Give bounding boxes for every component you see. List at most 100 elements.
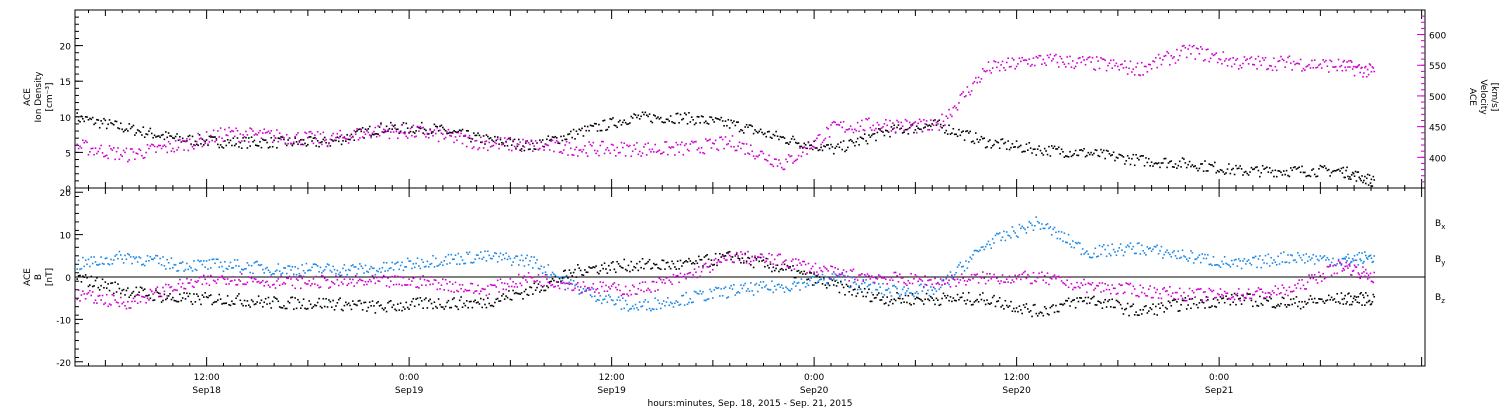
data-point-1-1: [252, 272, 254, 275]
data-point-0-1: [1365, 75, 1368, 78]
data-point-1-2: [650, 291, 652, 293]
data-point-0-1: [589, 143, 592, 146]
data-point-0-0: [599, 129, 602, 132]
data-point-1-2: [368, 278, 371, 281]
data-point-0-0: [700, 115, 703, 117]
data-point-0-1: [706, 140, 709, 142]
data-point-0-1: [498, 147, 500, 150]
data-point-1-1: [598, 299, 600, 301]
data-point-1-1: [292, 273, 295, 276]
data-point-1-0: [129, 294, 132, 297]
data-point-1-1: [506, 258, 509, 261]
data-point-0-1: [744, 153, 746, 155]
data-point-1-2: [1043, 275, 1046, 277]
data-point-1-0: [118, 287, 121, 290]
data-point-1-1: [390, 267, 392, 269]
data-point-0-1: [121, 155, 124, 158]
data-point-1-1: [172, 266, 174, 269]
data-point-0-1: [705, 138, 707, 140]
data-point-1-2: [683, 273, 686, 276]
data-point-0-0: [135, 132, 138, 134]
data-point-0-1: [1211, 53, 1213, 55]
data-point-1-0: [589, 267, 592, 269]
data-point-1-1: [727, 296, 730, 298]
data-point-1-1: [437, 264, 440, 267]
data-point-0-0: [228, 141, 230, 144]
data-point-1-0: [300, 307, 302, 309]
data-point-0-1: [682, 153, 685, 156]
data-point-0-0: [928, 124, 931, 127]
data-point-1-0: [572, 271, 575, 274]
data-point-1-0: [239, 299, 242, 302]
data-point-1-2: [1195, 288, 1198, 291]
data-point-1-1: [703, 299, 706, 302]
data-point-0-0: [679, 113, 682, 116]
data-point-1-2: [643, 290, 645, 293]
data-point-0-0: [176, 133, 178, 135]
data-point-1-0: [984, 303, 987, 306]
data-point-1-1: [460, 255, 462, 258]
data-point-0-1: [723, 147, 725, 150]
data-point-0-0: [939, 123, 942, 126]
data-point-0-0: [828, 147, 831, 150]
data-point-0-1: [699, 151, 701, 154]
data-point-1-1: [1313, 263, 1316, 265]
data-point-0-0: [232, 137, 235, 139]
data-point-0-0: [148, 130, 150, 132]
data-point-1-1: [350, 265, 353, 267]
data-point-1-0: [357, 300, 360, 302]
data-point-0-0: [186, 140, 188, 142]
data-point-0-1: [910, 125, 912, 127]
data-point-1-2: [664, 282, 666, 284]
data-point-1-2: [620, 294, 623, 297]
data-point-1-0: [1298, 300, 1301, 303]
data-point-0-0: [370, 135, 372, 137]
data-point-1-0: [570, 272, 572, 274]
data-point-0-1: [446, 131, 448, 133]
data-point-0-0: [1345, 169, 1347, 172]
data-point-1-0: [1370, 303, 1373, 305]
data-point-1-2: [738, 259, 741, 262]
data-point-1-0: [1304, 300, 1306, 303]
data-point-1-2: [779, 253, 782, 256]
data-point-0-1: [1254, 58, 1257, 60]
data-point-1-1: [606, 301, 609, 303]
data-point-0-0: [1170, 160, 1173, 162]
data-point-1-0: [1046, 312, 1049, 315]
data-point-1-2: [532, 276, 534, 279]
data-point-1-1: [803, 281, 806, 284]
data-point-1-1: [714, 286, 717, 289]
data-point-1-2: [509, 278, 512, 280]
data-point-1-2: [613, 282, 616, 284]
data-point-1-2: [89, 289, 91, 292]
data-point-0-1: [726, 143, 728, 146]
data-point-0-1: [208, 141, 211, 143]
data-point-0-0: [1086, 154, 1088, 157]
data-point-0-0: [98, 126, 101, 129]
data-point-0-1: [1222, 51, 1225, 53]
data-point-0-0: [404, 131, 406, 134]
data-point-1-2: [250, 277, 253, 280]
data-point-1-1: [685, 291, 687, 294]
data-point-0-1: [1060, 57, 1063, 60]
data-point-1-2: [101, 294, 104, 297]
data-point-0-1: [409, 127, 412, 130]
data-point-1-0: [959, 296, 962, 299]
data-point-1-2: [138, 294, 140, 297]
data-point-1-2: [917, 280, 919, 283]
data-point-0-1: [435, 132, 437, 135]
data-point-0-1: [789, 155, 791, 158]
data-point-0-1: [290, 142, 292, 145]
data-point-0-0: [107, 123, 109, 126]
data-point-0-0: [578, 128, 581, 131]
data-point-1-1: [1298, 254, 1301, 257]
data-point-1-2: [633, 285, 635, 288]
data-point-1-1: [534, 262, 537, 264]
y-tick-label-left: 5: [65, 149, 71, 159]
data-point-0-1: [1043, 62, 1046, 64]
data-point-1-2: [748, 262, 751, 265]
data-point-0-0: [391, 128, 394, 130]
data-point-1-0: [893, 298, 896, 301]
data-point-0-0: [754, 129, 756, 131]
data-point-1-1: [519, 259, 521, 262]
